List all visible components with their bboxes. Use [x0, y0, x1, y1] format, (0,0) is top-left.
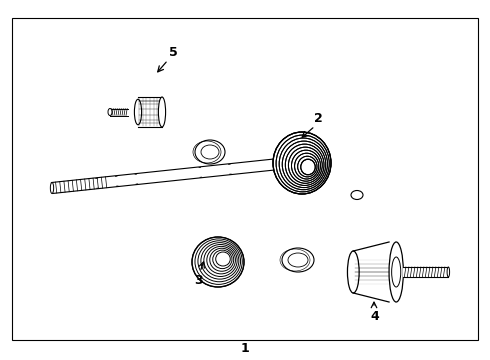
Ellipse shape — [134, 99, 142, 125]
Text: 3: 3 — [194, 274, 202, 287]
Ellipse shape — [351, 190, 363, 199]
Ellipse shape — [192, 237, 244, 287]
Text: 5: 5 — [169, 45, 177, 59]
Ellipse shape — [108, 108, 112, 116]
Bar — [12, 18, 478, 340]
Ellipse shape — [282, 248, 314, 272]
Polygon shape — [51, 157, 298, 193]
Ellipse shape — [158, 97, 166, 127]
Ellipse shape — [195, 140, 225, 164]
Ellipse shape — [347, 251, 359, 293]
Ellipse shape — [273, 132, 331, 194]
Ellipse shape — [389, 242, 403, 302]
Polygon shape — [403, 267, 448, 277]
Text: 1: 1 — [241, 342, 249, 355]
Ellipse shape — [50, 183, 53, 194]
Text: 4: 4 — [370, 310, 379, 323]
Ellipse shape — [447, 267, 450, 277]
Text: 2: 2 — [314, 112, 322, 125]
